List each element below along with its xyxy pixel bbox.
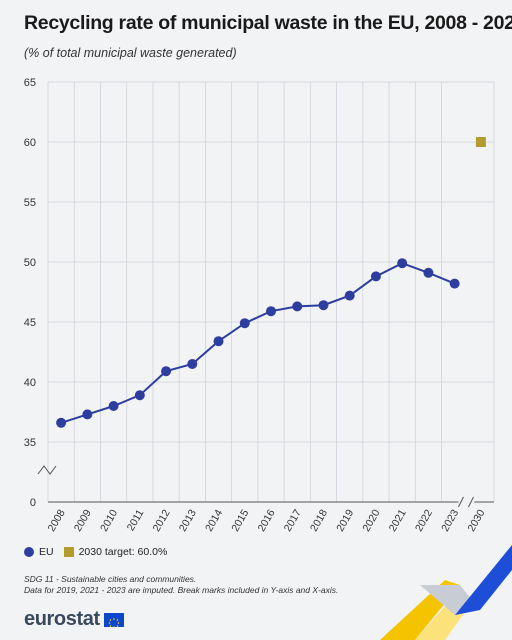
eu-data-point [187,359,198,369]
legend-item-target: 2030 target: 60.0% [63,546,168,558]
eu-data-point [292,301,303,312]
eu-data-point [161,366,172,377]
y-tick-label: 0 [30,497,36,509]
legend: EU 2030 target: 60.0% [24,546,177,558]
x-axis-break-mark [468,496,474,508]
footnote-line-2: Data for 2019, 2021 - 2023 are imputed. … [24,585,339,595]
eu-data-point [370,271,381,282]
legend-eu-label: EU [39,546,54,558]
x-tick-label: 2012 [151,507,173,533]
x-tick-label: 2008 [46,507,68,533]
eu-data-point [134,390,145,401]
x-tick-label: 2022 [413,507,435,533]
x-tick-label: 2015 [229,507,251,533]
x-tick-label: 2018 [308,507,330,533]
eu-data-point [318,300,329,311]
x-tick-label: 2019 [334,507,356,533]
eu-flag-icon [103,612,124,628]
legend-item-eu: EU [24,546,54,558]
x-tick-label: 2010 [98,507,120,533]
x-tick-label: 2011 [125,507,147,533]
logo-text: eurostat [24,608,100,630]
x-tick-label: 2017 [282,507,304,533]
eu-data-point [239,318,250,329]
eu-data-point [266,306,276,317]
legend-target-marker [63,547,74,557]
chart-title: Recycling rate of municipal waste in the… [24,12,512,34]
decorative-ribbon [380,545,512,640]
x-tick-label: 2014 [203,507,225,533]
x-tick-label: 2021 [387,507,409,533]
x-tick-label: 2020 [360,507,382,533]
x-tick-label: 2009 [72,507,94,533]
legend-eu-marker [24,547,34,557]
eu-data-point [213,336,224,347]
eu-data-point [344,290,355,301]
y-tick-label: 65 [24,77,36,89]
eu-series-line [60,262,456,424]
eu-data-point [108,401,119,411]
chart-subtitle: (% of total municipal waste generated) [24,46,237,60]
y-tick-label: 55 [24,197,36,209]
eu-data-point [82,409,93,420]
y-tick-label: 35 [24,437,36,449]
eu-data-point [397,258,408,269]
y-tick-label: 60 [24,137,36,149]
y-tick-label: 50 [24,257,36,269]
eu-data-point [423,267,434,278]
eurostat-logo: eurostat [24,608,124,631]
x-tick-label: 2023 [439,507,461,533]
x-tick-label: 2016 [256,507,278,533]
footnotes: SDG 11 - Sustainable cities and communit… [24,574,338,596]
target-2030-marker [475,137,486,147]
eu-data-point [56,417,67,428]
x-tick-label: 2030 [465,507,487,533]
x-axis-break-mark [458,496,464,508]
y-tick-label: 45 [24,317,36,329]
eu-data-point [449,278,460,289]
footnote-line-1: SDG 11 - Sustainable cities and communit… [24,574,197,584]
y-tick-label: 40 [24,377,36,389]
y-axis-break-mark [37,465,57,475]
x-tick-label: 2013 [177,507,199,533]
legend-target-label: 2030 target: 60.0% [78,546,168,558]
